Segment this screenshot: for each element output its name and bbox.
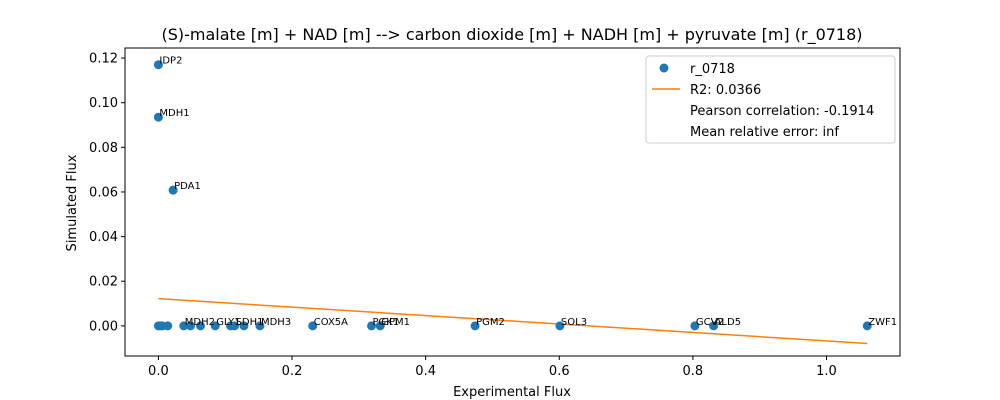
data-point (210, 321, 220, 331)
data-point (555, 321, 565, 331)
point-label: MDH2 (185, 317, 215, 328)
legend-box (645, 55, 896, 144)
y-axis: 0.00 0.02 0.04 0.06 0.08 0.10 0.12 (89, 52, 125, 334)
point-label: GPM1 (381, 317, 410, 328)
point-label: PGK1 (373, 317, 400, 328)
point-label: ALD5 (715, 317, 741, 328)
point-label: PDA1 (174, 181, 201, 192)
legend-entry: r_0718 (690, 62, 735, 77)
legend-entry: R2: 0.0366 (690, 83, 761, 98)
point-label: PGM2 (476, 317, 505, 328)
data-point (862, 321, 872, 331)
x-tick-label: 0.4 (415, 364, 436, 379)
data-point (179, 321, 189, 331)
point-label: GLY1 (216, 317, 240, 328)
chart-title: (S)-malate [m] + NAD [m] --> carbon diox… (161, 25, 862, 45)
data-point (255, 321, 265, 331)
fit-line-layer (158, 297, 868, 345)
y-tick-label: 0.10 (89, 96, 118, 111)
data-point (239, 321, 249, 331)
y-tick-label: 0.12 (89, 52, 118, 67)
point-label: MDH3 (261, 317, 291, 328)
data-point (153, 112, 163, 122)
data-point (230, 321, 240, 331)
y-tick-label: 0.00 (89, 319, 118, 334)
x-tick-label: 0.6 (549, 364, 570, 379)
data-point (367, 321, 377, 331)
x-axis: 0.0 0.2 0.4 0.6 0.8 1.0 (148, 356, 837, 379)
data-point (153, 60, 163, 70)
data-point (709, 321, 719, 331)
x-tick-label: 0.8 (683, 364, 704, 379)
data-point (185, 321, 195, 331)
data-point (163, 321, 173, 331)
x-axis-label: Experimental Flux (453, 385, 571, 400)
points-layer (153, 60, 872, 331)
point-label: GCV2 (696, 317, 724, 328)
x-tick-label: 1.0 (816, 364, 837, 379)
legend-entry: Mean relative error: inf (690, 125, 839, 140)
legend-entry: Pearson correlation: -0.1914 (690, 104, 874, 119)
y-tick-label: 0.02 (89, 275, 118, 290)
point-label: SDH1 (236, 317, 264, 328)
fit-line (158, 297, 868, 345)
y-tick-label: 0.08 (89, 141, 118, 156)
point-label: MDH1 (159, 108, 189, 119)
data-point (375, 321, 385, 331)
data-point (690, 321, 700, 331)
data-point (470, 321, 480, 331)
y-tick-label: 0.04 (89, 230, 118, 245)
y-tick-label: 0.06 (89, 185, 118, 200)
legend-marker-dot (659, 63, 669, 73)
legend: r_0718 R2: 0.0366 Pearson correlation: -0.… (645, 55, 896, 144)
x-tick-label: 0.2 (282, 364, 303, 379)
plot-frame (124, 47, 901, 357)
point-label: IDP2 (159, 56, 182, 67)
point-label: SOL3 (561, 317, 587, 328)
point-label: COX5A (314, 317, 348, 328)
y-axis-label: Simulated Flux (65, 154, 80, 251)
data-point (195, 321, 205, 331)
point-label: ZWF1 (868, 317, 897, 328)
data-point (308, 321, 318, 331)
data-point (168, 185, 178, 195)
x-tick-label: 0.0 (148, 364, 169, 379)
